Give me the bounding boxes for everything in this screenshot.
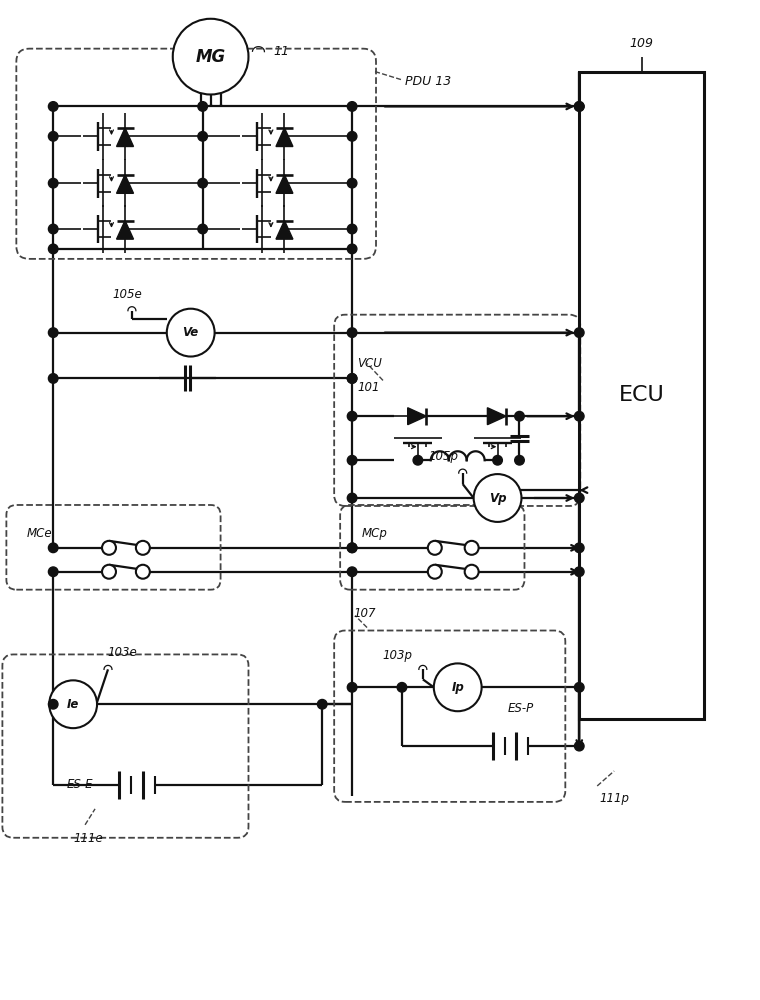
Circle shape: [575, 411, 584, 421]
Text: 101: 101: [357, 381, 379, 394]
Circle shape: [575, 328, 584, 337]
Text: Ie: Ie: [67, 698, 79, 711]
Text: Ip: Ip: [451, 681, 464, 694]
Circle shape: [428, 541, 442, 555]
Circle shape: [347, 374, 357, 383]
Circle shape: [198, 102, 207, 111]
Circle shape: [515, 411, 524, 421]
Circle shape: [49, 543, 58, 553]
Circle shape: [49, 102, 58, 111]
Circle shape: [49, 224, 58, 234]
Text: MCe: MCe: [27, 527, 52, 540]
Circle shape: [347, 102, 357, 111]
Circle shape: [347, 224, 357, 234]
Circle shape: [492, 455, 502, 465]
Text: Vp: Vp: [489, 492, 506, 505]
Text: 105e: 105e: [112, 288, 141, 301]
Circle shape: [413, 455, 423, 465]
Circle shape: [198, 178, 207, 188]
Circle shape: [347, 543, 357, 553]
Circle shape: [428, 565, 442, 579]
Circle shape: [347, 683, 357, 692]
Circle shape: [347, 543, 357, 553]
Text: 103e: 103e: [107, 646, 137, 659]
Circle shape: [347, 132, 357, 141]
Circle shape: [397, 683, 407, 692]
Text: 11: 11: [274, 45, 290, 58]
Circle shape: [575, 493, 584, 503]
Circle shape: [198, 224, 207, 234]
Text: MCp: MCp: [362, 527, 388, 540]
Circle shape: [347, 455, 357, 465]
Text: 109: 109: [629, 37, 654, 50]
Circle shape: [49, 567, 58, 577]
Circle shape: [347, 328, 357, 337]
Text: PDU 13: PDU 13: [405, 75, 451, 88]
Text: ES-P: ES-P: [508, 702, 534, 715]
Circle shape: [575, 543, 584, 553]
Circle shape: [49, 699, 58, 709]
Text: 105p: 105p: [429, 450, 459, 463]
Circle shape: [347, 567, 357, 577]
Text: MG: MG: [195, 48, 226, 66]
Circle shape: [464, 541, 479, 555]
Circle shape: [575, 741, 584, 751]
Polygon shape: [407, 408, 426, 425]
Polygon shape: [276, 128, 293, 146]
Circle shape: [575, 102, 584, 111]
Circle shape: [575, 683, 584, 692]
Text: 103p: 103p: [382, 649, 412, 662]
Text: 107: 107: [353, 607, 375, 620]
Circle shape: [347, 374, 357, 383]
Circle shape: [49, 132, 58, 141]
Circle shape: [166, 309, 214, 357]
Text: 111p: 111p: [599, 792, 629, 805]
Circle shape: [464, 565, 479, 579]
Circle shape: [347, 244, 357, 254]
Circle shape: [102, 541, 116, 555]
Bar: [579, 72, 704, 719]
Circle shape: [49, 244, 58, 254]
Circle shape: [318, 699, 327, 709]
Polygon shape: [487, 408, 506, 425]
Circle shape: [347, 411, 357, 421]
Circle shape: [173, 19, 249, 94]
Text: VCU: VCU: [357, 357, 382, 370]
Text: ES-E: ES-E: [67, 778, 93, 791]
Circle shape: [515, 455, 524, 465]
Circle shape: [347, 493, 357, 503]
Circle shape: [575, 102, 584, 111]
Circle shape: [102, 565, 116, 579]
Polygon shape: [116, 221, 134, 239]
Polygon shape: [276, 221, 293, 239]
Circle shape: [49, 374, 58, 383]
Circle shape: [198, 132, 207, 141]
Circle shape: [49, 178, 58, 188]
Text: 111e: 111e: [73, 832, 103, 845]
Polygon shape: [276, 175, 293, 193]
Circle shape: [473, 474, 521, 522]
Circle shape: [49, 328, 58, 337]
Text: ECU: ECU: [619, 385, 664, 405]
Text: Ve: Ve: [182, 326, 199, 339]
Circle shape: [136, 565, 150, 579]
Circle shape: [49, 680, 97, 728]
Circle shape: [434, 663, 482, 711]
Polygon shape: [116, 128, 134, 146]
Circle shape: [136, 541, 150, 555]
Polygon shape: [116, 175, 134, 193]
Circle shape: [575, 567, 584, 577]
Circle shape: [347, 178, 357, 188]
